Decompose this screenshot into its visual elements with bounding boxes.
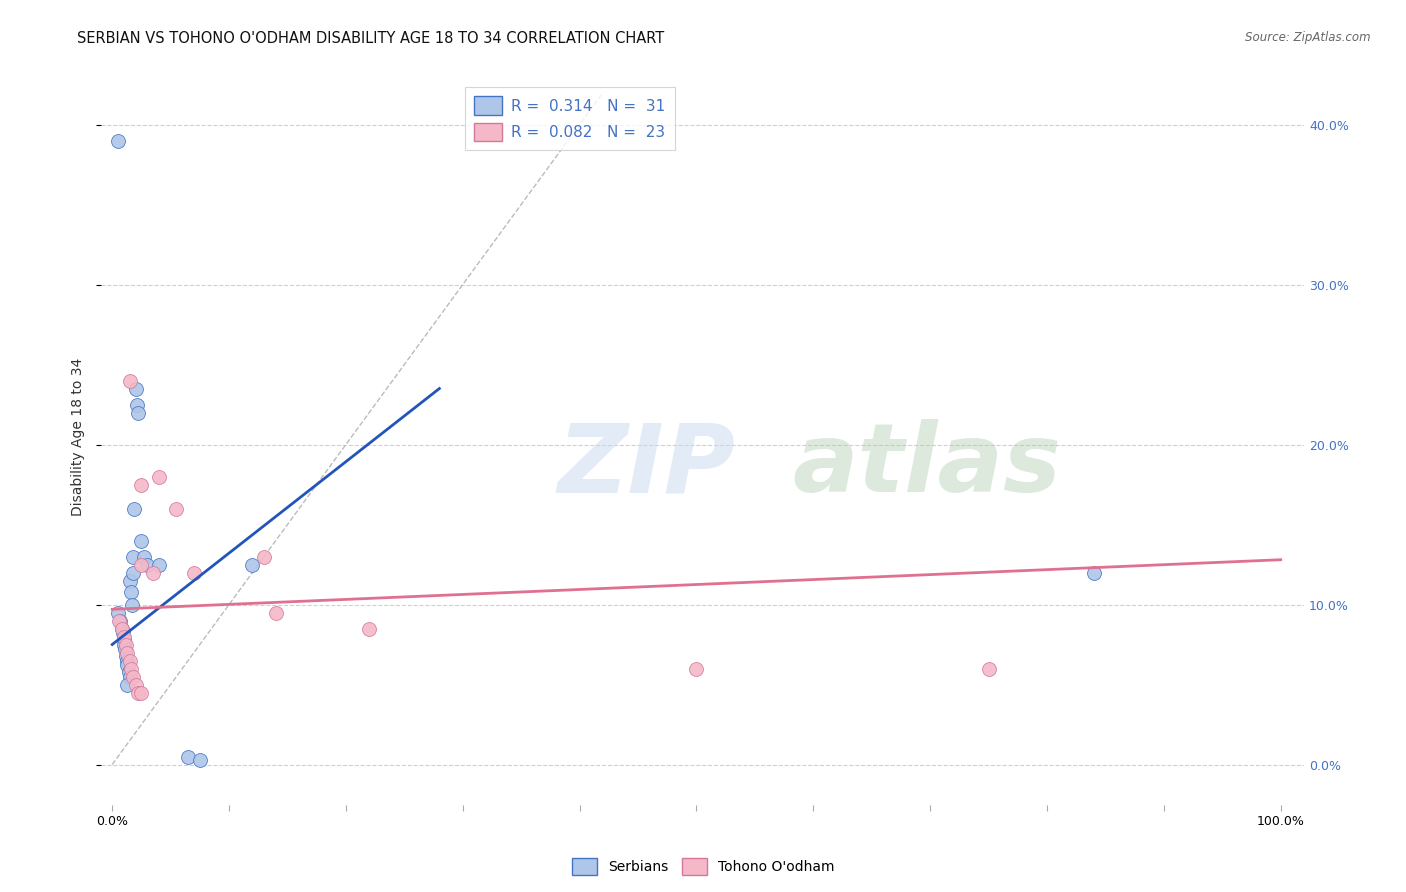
Point — [148, 469, 170, 483]
Point — [148, 558, 170, 572]
Point — [115, 638, 138, 652]
Point — [118, 669, 141, 683]
Point — [115, 648, 138, 663]
Point — [136, 558, 159, 572]
Point — [124, 382, 146, 396]
Point — [264, 606, 287, 620]
Point — [114, 642, 136, 657]
Point — [118, 653, 141, 667]
Point — [117, 665, 139, 679]
Point — [127, 685, 149, 699]
Point — [122, 549, 145, 564]
Point — [110, 614, 132, 628]
Point — [117, 658, 139, 673]
Point — [111, 626, 134, 640]
Point — [117, 646, 139, 660]
Point — [118, 574, 141, 588]
Point — [110, 622, 132, 636]
Point — [124, 677, 146, 691]
Point — [120, 584, 142, 599]
Point — [125, 397, 148, 411]
Text: Source: ZipAtlas.com: Source: ZipAtlas.com — [1246, 31, 1371, 45]
Point — [117, 653, 139, 667]
Point — [118, 374, 141, 388]
Point — [110, 622, 132, 636]
Point — [127, 405, 149, 419]
Y-axis label: Disability Age 18 to 34: Disability Age 18 to 34 — [72, 358, 86, 516]
Point — [131, 558, 153, 572]
Legend: R =  0.314   N =  31, R =  0.082   N =  23: R = 0.314 N = 31, R = 0.082 N = 23 — [465, 87, 675, 151]
Point — [121, 598, 143, 612]
Point — [132, 549, 155, 564]
Point — [977, 661, 1000, 675]
Point — [131, 533, 153, 548]
Point — [107, 606, 129, 620]
Point — [166, 501, 188, 516]
Legend: Serbians, Tohono O'odham: Serbians, Tohono O'odham — [567, 853, 839, 880]
Text: SERBIAN VS TOHONO O'ODHAM DISABILITY AGE 18 TO 34 CORRELATION CHART: SERBIAN VS TOHONO O'ODHAM DISABILITY AGE… — [77, 31, 665, 46]
Point — [112, 630, 135, 644]
Point — [108, 614, 131, 628]
Point — [117, 677, 139, 691]
Point — [685, 661, 707, 675]
Point — [188, 753, 211, 767]
Point — [124, 501, 146, 516]
Point — [177, 749, 200, 764]
Point — [131, 685, 153, 699]
Point — [1083, 566, 1105, 580]
Point — [183, 566, 205, 580]
Point — [120, 661, 142, 675]
Point — [142, 566, 165, 580]
Text: ZIP: ZIP — [558, 419, 735, 513]
Text: atlas: atlas — [793, 419, 1062, 513]
Point — [359, 622, 381, 636]
Point — [242, 558, 264, 572]
Point — [253, 549, 276, 564]
Point — [122, 566, 145, 580]
Point — [112, 638, 135, 652]
Point — [122, 669, 145, 683]
Point — [131, 477, 153, 491]
Point — [107, 134, 129, 148]
Point — [112, 632, 135, 647]
